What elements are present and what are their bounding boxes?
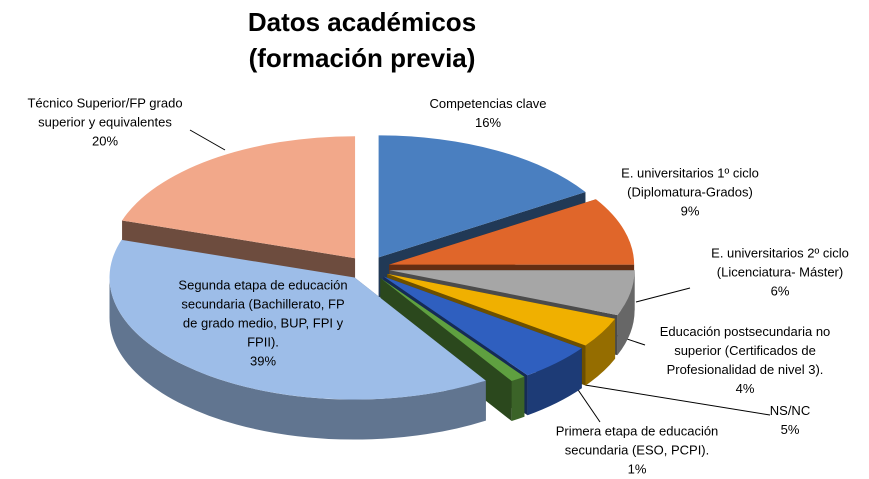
slice-wall [511,376,525,422]
slice-tops [109,135,635,400]
category-label: Competencias clave [429,96,547,111]
slice [389,270,635,316]
slice [387,273,616,346]
slice-wall [109,277,486,440]
value-label: 1% [627,461,647,477]
value-label: 5% [780,422,800,437]
slice [122,136,356,259]
value-label: 9% [680,203,700,219]
slice-walls [109,270,635,440]
category-label: E. universitarios 1º ciclo (Diplomatura-… [621,165,759,200]
slice [109,239,486,400]
slice-wall [585,318,616,386]
leader-line [189,129,226,151]
slice [380,278,525,382]
value-label: 6% [770,283,790,299]
slice [378,135,586,258]
leader-line [584,384,771,416]
data-label: E. universitarios 1º ciclo (Diplomatura-… [603,164,778,221]
slice [389,199,635,265]
category-label: Segunda etapa de educación secundaria (B… [178,277,348,350]
category-label: Técnico Superior/FP grado superior y equ… [27,95,183,130]
category-label: Educación postsecundaria no superior (Ce… [659,324,831,377]
value-label: 20% [91,133,119,149]
leader-line [635,287,691,303]
slice-wall [617,270,635,356]
data-label: E. universitarios 2º ciclo (Licenciatura… [685,244,869,301]
category-label: NS/NC [769,403,811,418]
data-label: Segunda etapa de educación secundaria (B… [176,276,351,371]
chart-title: Datos académicos (formación previa) [247,7,477,73]
value-label: 4% [735,381,755,396]
value-label: 16% [474,115,502,130]
data-label: Primera etapa de educación secundaria (E… [537,422,737,479]
data-label: Educación postsecundaria no superior (Ce… [640,322,850,398]
value-label: 39% [249,353,277,369]
data-label: Técnico Superior/FP grado superior y equ… [8,94,203,151]
category-label: E. universitarios 2º ciclo (Licenciatura… [711,245,849,280]
slice [383,276,582,376]
data-label: Competencias clave 16% [403,94,573,132]
category-label: Primera etapa de educación secundaria (E… [555,423,719,458]
data-label: NS/NC 5% [760,401,820,439]
slice-wall [527,348,582,416]
